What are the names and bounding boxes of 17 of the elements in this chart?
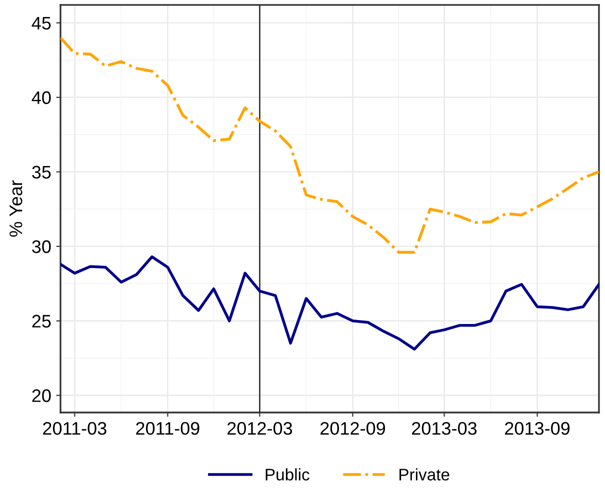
x-tick-label: 2012-03	[227, 422, 292, 435]
line-series	[60, 36, 599, 254]
y-tick-label: 25	[32, 314, 51, 328]
y-tick-label: 45	[32, 16, 51, 30]
y-tick-label: 30	[32, 240, 51, 254]
x-tick-label: 2012-09	[320, 422, 386, 435]
y-tick-label: 40	[32, 91, 51, 104]
x-tick-label: 2013-03	[412, 422, 477, 435]
x-tick-label: 2013-09	[505, 422, 570, 435]
x-tick-label: 2011-09	[136, 422, 200, 435]
line-series	[60, 255, 599, 351]
legend-label: Public	[266, 468, 310, 481]
y-axis-title: % Year	[10, 180, 22, 237]
legend-label: Private	[400, 468, 450, 481]
y-tick-label: 20	[32, 389, 51, 402]
y-tick-label: 35	[32, 166, 51, 179]
x-tick-label: 2011-03	[43, 422, 106, 435]
